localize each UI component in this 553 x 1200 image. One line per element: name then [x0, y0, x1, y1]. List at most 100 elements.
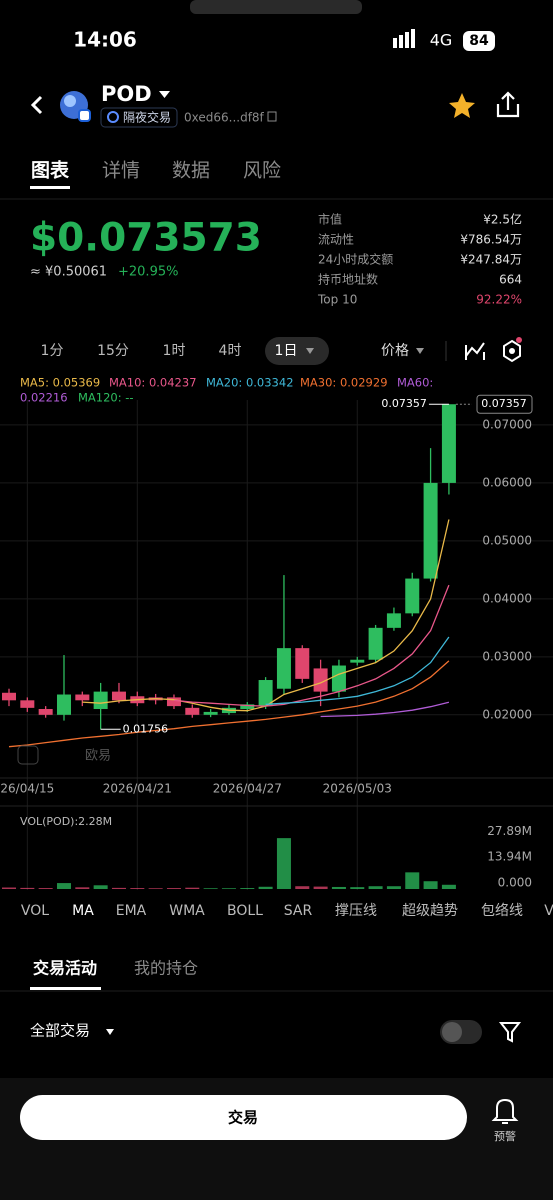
y-tick-label: 0.06000 [482, 475, 532, 489]
network: 4G [430, 31, 453, 50]
candle-body [313, 668, 328, 692]
candle-body [111, 691, 126, 701]
interval[interactable]: 1时 [163, 343, 186, 359]
volume-bar [295, 886, 310, 889]
indicator-tabs: VOL MA EMA WMA BOLL SAR 撑压线 超级趋势 包络线 V [21, 903, 553, 919]
ma-legend: MA120: -- [78, 391, 134, 405]
volume-bar [185, 887, 200, 889]
filter-button[interactable] [498, 1022, 522, 1043]
volume-bar [93, 885, 108, 889]
indicator-button[interactable] [465, 342, 485, 360]
stat-value: ¥2.5亿 [483, 212, 522, 227]
trade-filter[interactable]: 全部交易 [30, 1022, 90, 1040]
interval[interactable]: 15分 [97, 343, 129, 359]
ma-legend: MA30: 0.02929 [300, 376, 388, 390]
x-tick-label: 2026/05/03 [323, 782, 392, 796]
settings-dot [509, 348, 515, 354]
volume-bar [368, 886, 383, 889]
y-tick-label: 0.03000 [482, 649, 532, 663]
ma-line [320, 701, 450, 718]
symbol-dropdown[interactable] [159, 91, 170, 98]
back-button[interactable] [30, 95, 43, 115]
alert-icon[interactable] [491, 1098, 519, 1124]
interval[interactable]: 1分 [41, 343, 64, 359]
trade-button[interactable] [20, 1095, 467, 1140]
volume-bar [203, 888, 218, 889]
price-selector[interactable]: 价格 [381, 343, 409, 359]
activity-tab[interactable]: 交易活动 [33, 959, 97, 978]
volume-bar [331, 886, 346, 889]
indicator-tab[interactable]: 撑压线 [335, 903, 377, 919]
copy-button[interactable] [267, 111, 277, 122]
candle-body [386, 613, 401, 628]
stat-label: 24小时成交额 [318, 252, 393, 267]
indicator-tab[interactable]: V [544, 903, 553, 919]
signal-icon [393, 29, 415, 48]
top-tabs: 图表 详情 数据 风险 [31, 159, 281, 182]
indicator-tab[interactable]: BOLL [227, 903, 263, 919]
ma-legend: MA10: 0.04237 [109, 376, 197, 390]
tab[interactable]: 风险 [243, 160, 281, 182]
toggle-knob [442, 1022, 462, 1042]
volume-bar [20, 887, 35, 889]
ma-legend: MA5: 0.05369 [20, 376, 100, 390]
indicator-tab[interactable]: SAR [284, 903, 313, 919]
volume-bar [38, 888, 53, 889]
settings-button[interactable] [503, 339, 521, 363]
candle-body [56, 694, 71, 715]
x-tick-label: 2026/04/27 [213, 782, 282, 796]
contract-address: 0xed66...df8f [184, 111, 265, 125]
token-icon-detail [64, 95, 76, 107]
indicator-tab[interactable]: WMA [169, 903, 205, 919]
indicator-tab[interactable]: EMA [116, 903, 147, 919]
candle-body [166, 697, 181, 707]
share-button[interactable] [496, 91, 520, 118]
indicator-tab[interactable]: 超级趋势 [402, 903, 458, 919]
stat-value: 92.22% [476, 293, 522, 307]
volume-bar [386, 886, 401, 889]
tab[interactable]: 详情 [102, 160, 140, 182]
candle-body [276, 648, 291, 689]
candle-body [350, 659, 365, 663]
intervals: 1分 15分 1时 4时 1日 [41, 343, 298, 359]
tab[interactable]: 数据 [172, 160, 210, 182]
interval[interactable]: 4时 [219, 343, 242, 359]
volume-bar [130, 888, 145, 889]
token-symbol[interactable]: POD [101, 82, 152, 106]
candle-body [2, 692, 16, 701]
candle-body [331, 665, 346, 692]
tab[interactable]: 图表 [31, 159, 70, 182]
filter-dropdown [106, 1029, 114, 1035]
volume-bar [276, 838, 291, 889]
indicator-tab[interactable]: MA [72, 903, 94, 919]
activity-tab-indicator [30, 987, 101, 990]
volume-bar [75, 887, 90, 889]
volume-bar [148, 888, 163, 889]
y-tick-label: 0.02000 [482, 707, 532, 721]
candle-body [75, 694, 90, 701]
stat-label: 市值 [318, 212, 342, 227]
candle-body [93, 691, 108, 710]
candle-body [203, 711, 218, 715]
candle-body [185, 707, 200, 715]
overnight-badge: 隔夜交易 [123, 110, 171, 125]
interval-dropdown[interactable] [306, 348, 314, 354]
indicator-tab[interactable]: 包络线 [481, 903, 523, 919]
candle-body [258, 680, 273, 707]
price-change: +20.95% [118, 265, 178, 280]
active-tab-indicator [30, 186, 70, 189]
price-selector-arrow [416, 348, 424, 354]
indicator-tab[interactable]: VOL [21, 903, 49, 919]
stat-label: 流动性 [318, 233, 354, 247]
interval[interactable]: 1日 [275, 343, 298, 359]
candle-body [405, 578, 420, 614]
x-tick-label: 26/04/15 [0, 782, 54, 796]
volume-tick-label: 0.000 [498, 876, 532, 890]
ma-legend: MA20: 0.03342 [206, 376, 294, 390]
favorite-star[interactable] [449, 93, 475, 118]
activity-tabs: 交易活动 我的持仓 [33, 959, 198, 978]
candle-body [295, 648, 310, 679]
activity-tab[interactable]: 我的持仓 [134, 959, 198, 978]
stat-value: ¥247.84万 [460, 253, 522, 267]
